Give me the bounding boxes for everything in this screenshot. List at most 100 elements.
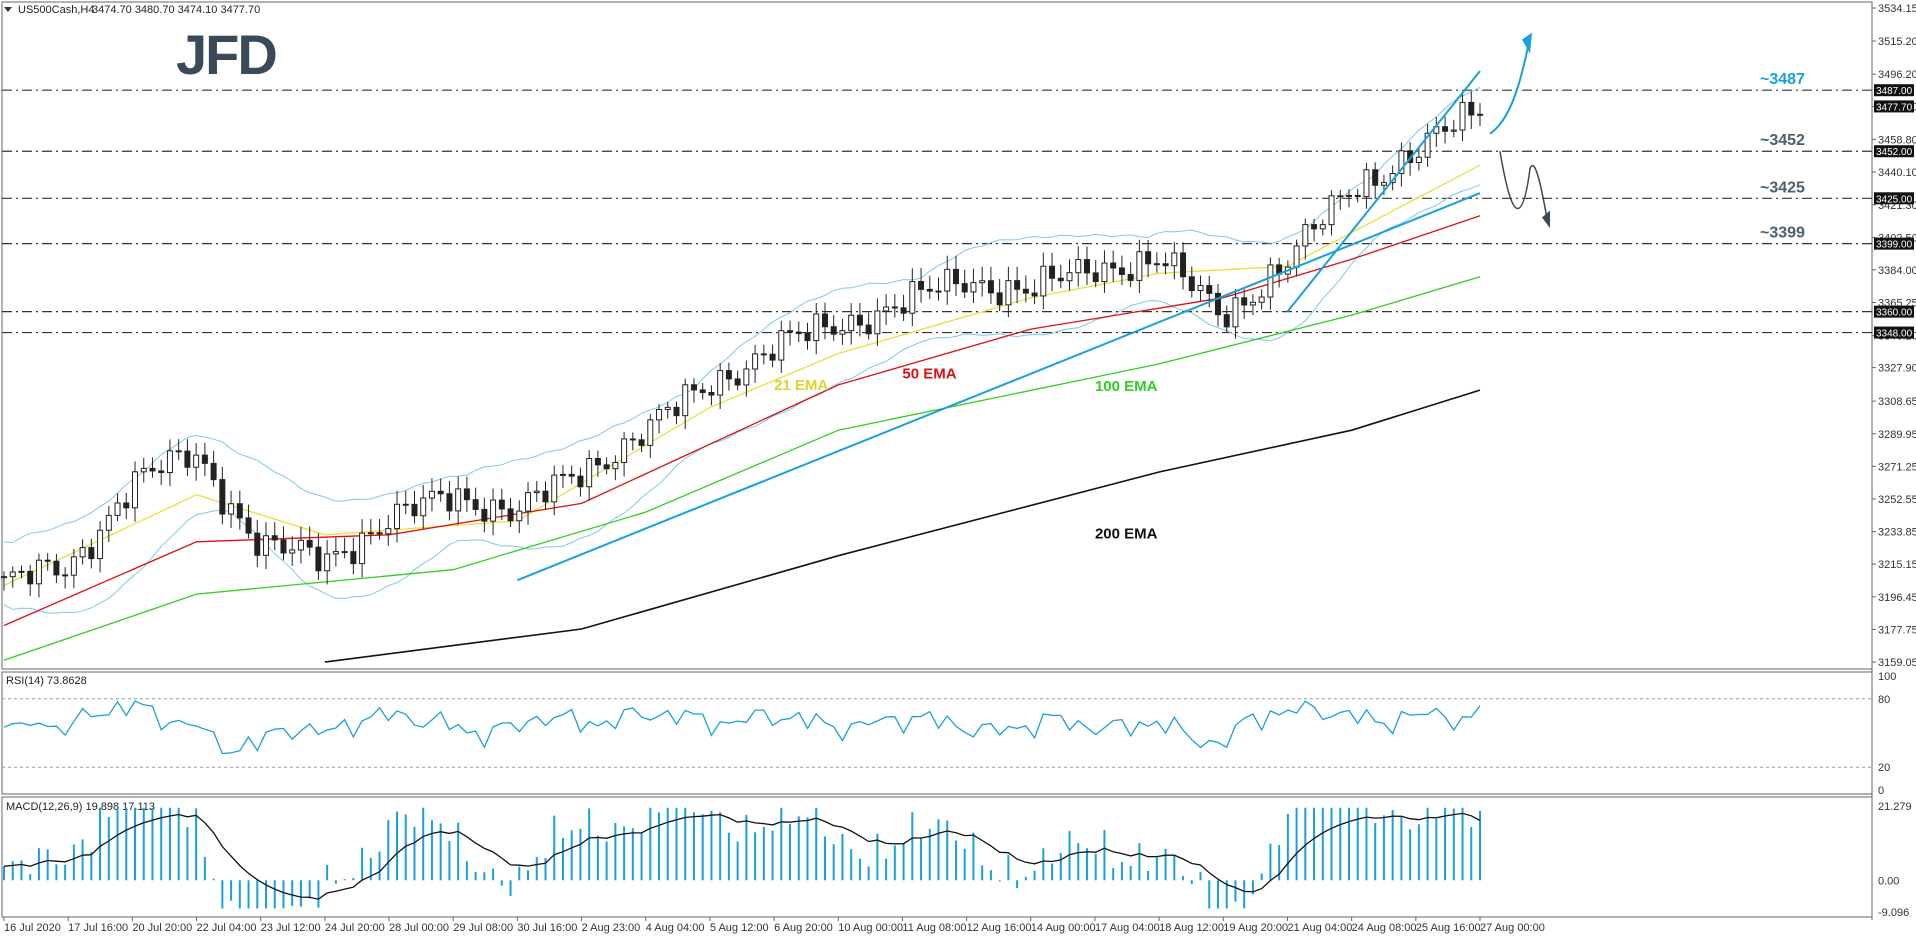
candle <box>114 493 121 522</box>
candle-body <box>708 391 715 396</box>
candle-body <box>193 454 200 468</box>
candle-body <box>315 546 322 572</box>
candle <box>402 490 409 515</box>
price-box <box>1874 326 1914 339</box>
candle-body <box>359 532 366 565</box>
macd-tick-label: -9.096 <box>1878 907 1909 919</box>
chart-header: US500Cash,H4 3474.70 3480.70 3474.10 347… <box>4 4 260 16</box>
price-tick-label: 3496.20 <box>1878 69 1916 81</box>
candle <box>1171 242 1178 280</box>
candle-body <box>647 419 654 446</box>
candle <box>1101 250 1108 294</box>
candle-body <box>629 438 636 441</box>
candle <box>1162 252 1169 275</box>
candle <box>874 298 881 346</box>
candle <box>1450 119 1457 138</box>
candle-body <box>787 330 794 333</box>
candle <box>44 553 51 571</box>
candle <box>1127 262 1134 288</box>
ema-label: 100 EMA <box>1095 378 1158 395</box>
candle-body <box>1197 285 1204 292</box>
time-tick-label: 27 Aug 00:00 <box>1480 922 1545 934</box>
candle-body <box>690 384 697 391</box>
price-box <box>1874 192 1914 205</box>
candle-body <box>97 529 104 560</box>
candle <box>638 433 645 453</box>
candle <box>577 467 584 497</box>
candle <box>987 266 994 304</box>
candle-body <box>1223 314 1230 328</box>
candle <box>341 537 348 559</box>
candle <box>525 482 532 525</box>
candle <box>603 457 610 475</box>
ema-label: 21 EMA <box>774 377 828 394</box>
time-tick-label: 28 Jul 00:00 <box>389 922 449 934</box>
price-box <box>1874 84 1914 97</box>
candle <box>813 302 820 355</box>
candle <box>446 481 453 521</box>
candle-body <box>979 280 986 284</box>
candle-body <box>1040 265 1047 297</box>
candle-body <box>970 282 977 293</box>
candle <box>193 442 200 481</box>
candle-body <box>1293 245 1300 268</box>
price-level-boxes: 3487.00 3477.70 3452.00 3425.00 3399.00 3360.… <box>1874 84 1914 340</box>
candle <box>883 294 890 325</box>
price-tick-label: 3177.75 <box>1878 624 1916 636</box>
candle-body <box>1363 169 1370 198</box>
candle-body <box>533 490 540 494</box>
ema-21-line <box>3 164 1481 586</box>
candle <box>559 465 566 489</box>
candle-body <box>490 499 497 522</box>
candle <box>918 268 925 303</box>
candle <box>1468 91 1475 129</box>
candle <box>70 548 77 589</box>
candle-body <box>219 479 226 515</box>
ema-200-line <box>324 389 1481 663</box>
candle <box>97 521 104 573</box>
candle-body <box>1057 277 1064 282</box>
candle <box>175 439 182 461</box>
candle <box>437 478 444 502</box>
candle <box>1267 257 1274 310</box>
candle <box>656 404 663 434</box>
price-box-label: 3348.00 <box>1876 329 1913 340</box>
time-tick-label: 24 Jul 20:00 <box>325 922 385 934</box>
candle-body <box>367 532 374 535</box>
candle-body <box>472 499 479 510</box>
candle-body <box>769 353 776 361</box>
candle <box>821 302 828 340</box>
macd-indicator: 21.279 0.00 -9.096 <box>3 801 1912 919</box>
candle-body <box>1031 292 1038 297</box>
candle-body <box>856 314 863 326</box>
candle-body <box>1049 265 1056 279</box>
candle <box>1354 188 1361 203</box>
candle-body <box>446 493 453 512</box>
candle <box>411 491 418 524</box>
candle-body <box>35 559 42 585</box>
candle-body <box>551 474 558 503</box>
candle <box>752 344 759 383</box>
time-tick-label: 11 Aug 08:00 <box>902 922 966 934</box>
price-tick-label: 3327.90 <box>1878 363 1916 375</box>
candle-body <box>149 467 156 472</box>
price-box <box>1874 305 1914 318</box>
candle-body <box>725 370 732 380</box>
candle-body <box>883 306 890 312</box>
ohlc-readout: 3474.70 3480.70 3474.10 3477.70 <box>92 4 260 16</box>
candle <box>1319 219 1326 236</box>
ema-100-line <box>3 276 1481 661</box>
candle <box>140 457 147 483</box>
candle-body <box>1075 259 1082 274</box>
candle-body <box>402 503 409 506</box>
symbol-label: US500Cash,H4 <box>18 4 94 16</box>
dropdown-icon[interactable] <box>4 7 12 12</box>
candle-body <box>926 288 933 292</box>
candle-body <box>874 310 881 335</box>
time-tick-label: 10 Aug 00:00 <box>838 922 903 934</box>
price-tick-label: 3458.80 <box>1878 134 1916 146</box>
candle <box>909 268 916 327</box>
level-lines <box>2 89 1872 334</box>
